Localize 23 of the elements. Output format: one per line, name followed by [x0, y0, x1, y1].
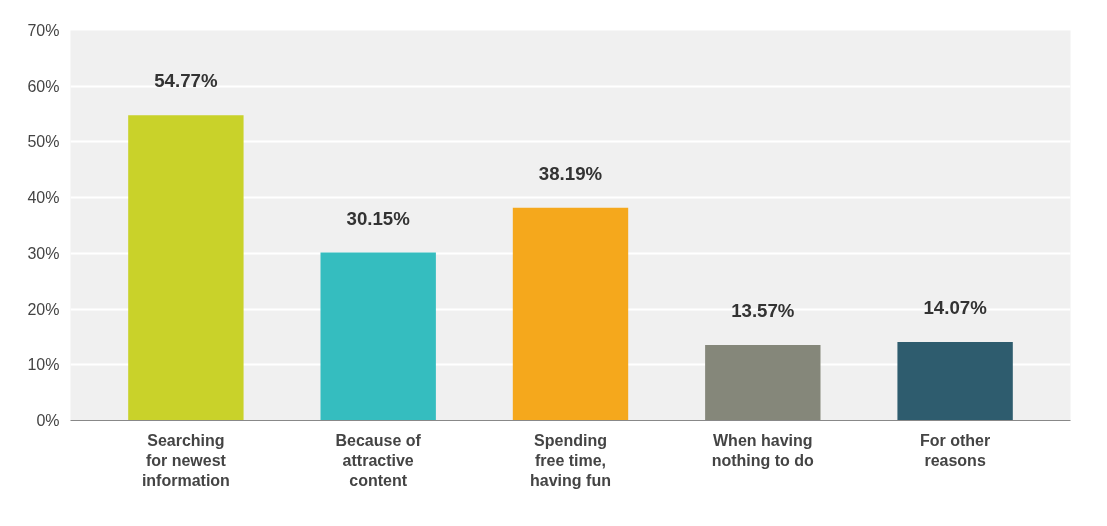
x-tick-label: For other reasons: [920, 431, 991, 469]
bar: [512, 207, 629, 421]
data-label: 14.07%: [923, 297, 988, 319]
data-label: 13.57%: [731, 299, 795, 321]
x-tick-label: Searching for newest information: [141, 431, 230, 490]
bar: [705, 344, 821, 421]
y-tick-label: 60%: [27, 77, 60, 95]
x-tick-label: When having nothing to do: [711, 431, 815, 469]
y-tick-label: 0%: [36, 412, 60, 429]
data-label: 30.15%: [346, 207, 411, 229]
data-label: 38.19%: [538, 162, 603, 184]
x-tick-label: Because of attractive content: [335, 431, 422, 490]
x-tick-label: Spending free time, having fun: [530, 431, 611, 490]
y-tick-label: 40%: [27, 189, 60, 207]
y-tick-label: 50%: [27, 133, 60, 151]
y-tick-label: 20%: [27, 300, 60, 318]
bar: [320, 252, 436, 421]
y-tick-label: 30%: [27, 244, 60, 262]
y-tick-label: 70%: [27, 22, 60, 39]
data-label: 54.77%: [154, 70, 218, 92]
bar: [897, 342, 1013, 421]
y-tick-label: 10%: [27, 356, 60, 374]
bar: [128, 115, 244, 421]
